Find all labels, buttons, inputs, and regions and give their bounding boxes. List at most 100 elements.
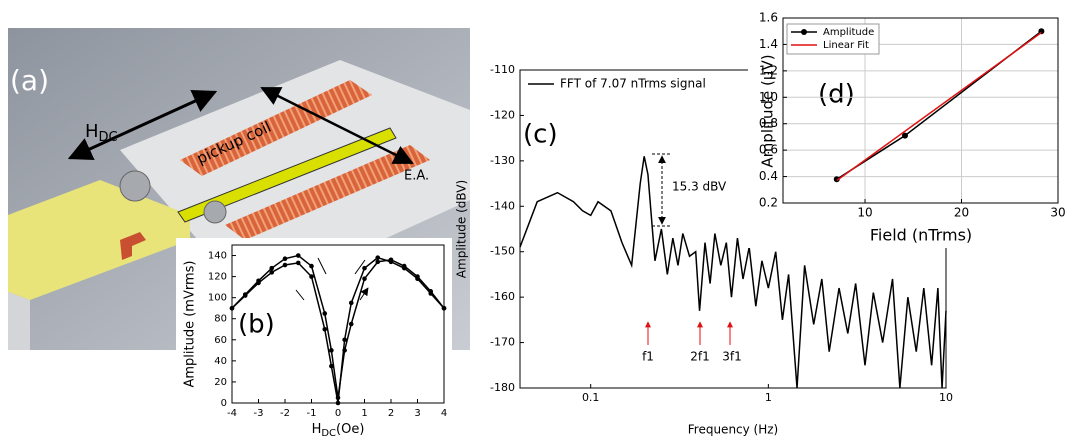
pcb-edge [8,292,30,350]
marker [415,276,420,282]
annotation: f1 [642,350,654,364]
y-tick-label: 120 [208,272,227,283]
y-axis-label: Amplitude (mVrms) [183,260,198,387]
legend-marker [801,29,807,35]
x-label-text: H [312,422,322,437]
y-tick-label: 100 [208,293,227,304]
screw [119,170,151,202]
marker [269,270,275,275]
x-label-subscript: DC [321,428,336,437]
pcb [8,180,190,300]
marker [428,291,434,296]
x-tick-label: 1 [765,391,772,404]
x-label-suffix: (Oe) [336,422,364,437]
y-tick-label: 0.8 [759,116,778,130]
y-tick-label: 0.4 [759,169,778,183]
series-line [836,31,1042,182]
y-tick-label: 1.6 [759,11,778,25]
legend-label: Amplitude [823,27,874,38]
y-tick-label: 1.2 [759,63,778,77]
marker [375,259,381,265]
x-tick-label: -4 [227,408,237,419]
y-tick-label: -170 [490,336,515,349]
marker [348,300,354,306]
marker [256,280,261,286]
x-tick-label: 3 [414,408,420,419]
sweep-arrow [295,257,368,301]
marker [901,132,908,139]
marker [335,400,341,406]
y-axis-label: Amplitude (dBV) [455,180,469,278]
y-tick-label: -180 [490,381,515,394]
y-tick-label: -110 [490,63,515,76]
y-tick-label: 0.6 [759,143,778,157]
marker [329,363,334,369]
marker [329,348,334,353]
marker [229,305,235,311]
y-tick-label: 60 [214,335,227,346]
easy-axis-label: E.A. [404,169,429,184]
x-tick-label: 30 [1050,206,1065,220]
hdc-subscript: DC [99,130,118,145]
marker [282,256,288,261]
annotation: 3f1 [722,350,742,364]
marker [282,262,288,268]
x-tick-label: 4 [441,408,447,419]
legend-box [786,23,880,55]
panel-b: (b) HDC(Oe) Amplitude (mVrms) 0204060801… [176,238,452,437]
panel-label: (a) [10,64,49,97]
marker [388,259,394,265]
marker [295,253,301,258]
pad [120,232,146,260]
x-axis-label: Field (nTrms) [870,226,972,245]
annotation: (d) [818,80,855,110]
hdc-arrow [67,90,218,160]
legend-label: Linear Fit [823,40,869,51]
x-tick-label: 10 [857,206,872,220]
marker [309,274,314,279]
x-tick-label: -2 [280,408,290,419]
marker [362,265,367,271]
annotation: (b) [238,310,275,340]
y-tick-label: -140 [490,199,515,212]
y-tick-label: 0 [221,398,227,409]
plot-frame [782,17,1059,204]
x-tick-label: -1 [307,408,317,419]
hdc-label: HDC [85,121,118,145]
easy-axis-arrow [260,86,414,165]
marker [322,326,328,332]
marker [295,260,301,266]
marker [309,263,314,269]
legend-label: FFT of 7.07 nTrms signal [560,77,706,91]
coil-bottom [225,145,430,240]
marker [348,321,354,327]
x-tick-label: 20 [954,206,969,220]
hdc-text: H [85,121,99,142]
x-axis-label: HDC(Oe) [312,422,365,437]
x-tick-label: -3 [254,408,264,419]
panel-background [176,238,452,437]
x-tick-label: 1 [361,408,367,419]
annotation: (c) [523,120,558,150]
panel-c: (c) 15.3 dBV f1 2f1 3f1 Frequency (Hz) A… [455,63,954,437]
marker [322,311,328,316]
y-tick-label: -120 [490,108,515,121]
y-axis-label: Amplitude (μV) [759,54,777,167]
marker [362,276,367,282]
x-tick-label: 10 [939,391,953,404]
x-axis-label: Frequency (Hz) [688,423,779,437]
screw [203,200,227,224]
marker [441,305,447,311]
marker [269,265,275,271]
y-tick-label: 140 [208,251,227,262]
panel-d: (d) Field (nTrms) Amplitude (μV) 0.2 0.4 0… [748,4,1065,248]
annotation: 2f1 [690,350,710,364]
x-tick-label: 0 [335,408,341,419]
y-tick-label: 20 [214,377,227,388]
y-tick-label: 40 [214,356,227,367]
y-tick-label: 1.0 [759,90,778,104]
series-line [519,156,947,389]
marker [242,293,248,298]
